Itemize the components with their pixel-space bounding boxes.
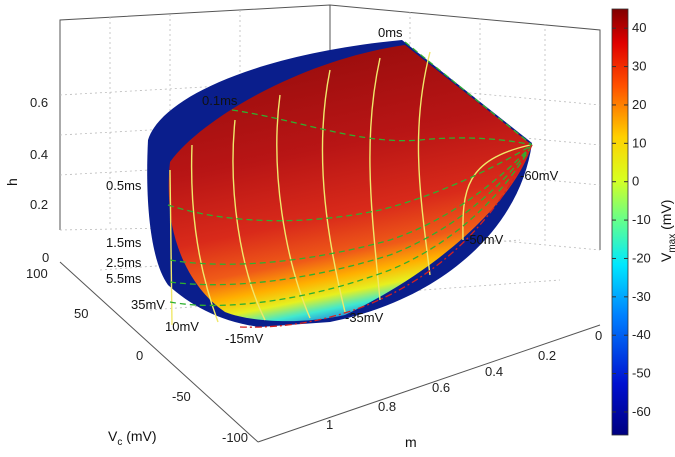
colorbar-tick-label: -60 bbox=[632, 404, 651, 419]
colorbar-gradient bbox=[611, 8, 629, 436]
y-axis-label: Vc (mV) bbox=[108, 428, 157, 448]
x-axis-label: m bbox=[405, 434, 417, 450]
y-tick-label: 0 bbox=[136, 348, 143, 363]
y-tick-label: 50 bbox=[74, 306, 88, 321]
colorbar-tick-label: -50 bbox=[632, 366, 651, 381]
x-tick-label: 0.6 bbox=[432, 380, 450, 395]
time-label-0.1ms: 0.1ms bbox=[202, 93, 238, 108]
time-contours bbox=[167, 41, 533, 307]
colorbar-tick-label: -30 bbox=[632, 289, 651, 304]
voltage-label-minus35mV: -35mV bbox=[345, 310, 384, 325]
colorbar-tick-label: -20 bbox=[632, 250, 651, 265]
colorbar-tick-label: 20 bbox=[632, 97, 646, 112]
x-tick-label: 0 bbox=[595, 328, 602, 343]
voltage-contours bbox=[169, 51, 531, 326]
time-label-0ms: 0ms bbox=[378, 25, 403, 40]
colorbar-label: Vmax (mV) bbox=[658, 200, 675, 262]
x-tick-label: 0.2 bbox=[538, 348, 556, 363]
z-tick-label: 0.6 bbox=[30, 95, 48, 110]
colorbar-ticks: 40 30 20 10 0 -10 -20 -30 -40 -50 -60 bbox=[612, 20, 651, 419]
x-tick-label: 0.4 bbox=[485, 364, 503, 379]
x-axis: 0 0.2 0.4 0.6 0.8 1 m bbox=[257, 324, 602, 450]
z-axis: 0.6 0.4 0.2 0 h bbox=[4, 95, 49, 265]
time-label-1.5ms: 1.5ms bbox=[106, 235, 142, 250]
colorbar-tick-label: 10 bbox=[632, 135, 646, 150]
time-annotations: 0ms 0.1ms 0.5ms 1.5ms 2.5ms 5.5ms bbox=[106, 25, 403, 286]
colorbar: 40 30 20 10 0 -10 -20 -30 -40 -50 -60 Vmax (mV) bbox=[611, 8, 675, 436]
voltage-label-10mV: 10mV bbox=[165, 319, 199, 334]
y-tick-label: 100 bbox=[26, 266, 48, 281]
surface bbox=[168, 45, 533, 322]
z-tick-label: 0 bbox=[42, 250, 49, 265]
voltage-label-minus60mV: -60mV bbox=[520, 168, 559, 183]
colorbar-tick-label: -10 bbox=[632, 212, 651, 227]
colorbar-tick-label: 30 bbox=[632, 59, 646, 74]
time-label-2.5ms: 2.5ms bbox=[106, 255, 142, 270]
red-boundary bbox=[239, 144, 533, 328]
time-label-5.5ms: 5.5ms bbox=[106, 271, 142, 286]
z-tick-label: 0.2 bbox=[30, 197, 48, 212]
y-tick-label: -50 bbox=[172, 389, 191, 404]
voltage-label-35mV: 35mV bbox=[131, 297, 165, 312]
z-axis-label: h bbox=[4, 178, 20, 186]
voltage-label-minus50mV: -50mV bbox=[465, 232, 504, 247]
colorbar-tick-label: 40 bbox=[632, 20, 646, 35]
time-label-0.5ms: 0.5ms bbox=[106, 178, 142, 193]
z-tick-label: 0.4 bbox=[30, 147, 48, 162]
y-axis: 100 50 0 -50 -100 Vc (mV) bbox=[26, 261, 259, 448]
colorbar-tick-label: 0 bbox=[632, 174, 639, 189]
voltage-annotations: 35mV 10mV -15mV -35mV -50mV -60mV bbox=[131, 168, 559, 346]
x-tick-label: 0.8 bbox=[378, 399, 396, 414]
colorbar-tick-label: -40 bbox=[632, 327, 651, 342]
y-tick-label: -100 bbox=[222, 430, 248, 445]
voltage-label-minus15mV: -15mV bbox=[225, 331, 264, 346]
x-tick-label: 1 bbox=[326, 417, 333, 432]
